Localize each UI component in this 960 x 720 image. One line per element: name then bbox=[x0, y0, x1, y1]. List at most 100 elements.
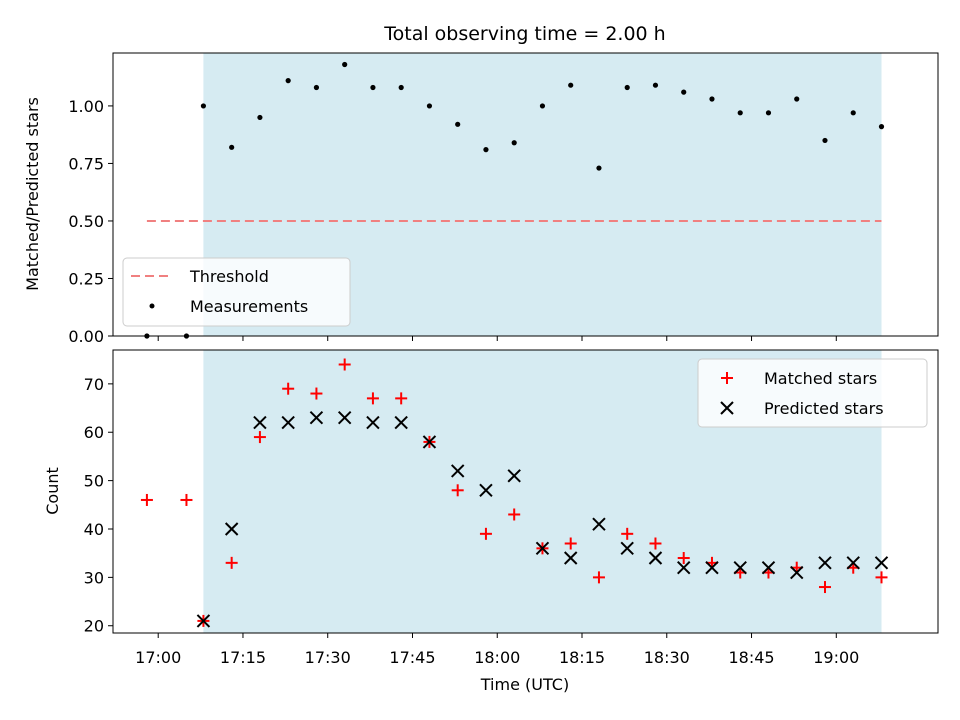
x-tick-label: 18:15 bbox=[559, 648, 605, 667]
bottom-legend: Matched stars Predicted stars bbox=[697, 358, 928, 428]
predicted-star-marker bbox=[761, 560, 776, 575]
bottom-y-tick-label: 20 bbox=[84, 617, 104, 636]
matched-star-marker bbox=[180, 493, 193, 506]
predicted-star-marker bbox=[450, 464, 465, 478]
measurement-point bbox=[342, 61, 348, 68]
predicted-star-marker bbox=[705, 560, 719, 575]
predicted-star-marker bbox=[535, 541, 550, 556]
matched-star-marker bbox=[225, 556, 238, 569]
count-panel: 20 30 40 50 60 70 17:00 17:15 17:30 17:45 18:00 18… bbox=[43, 349, 939, 694]
top-axes-frame bbox=[112, 52, 939, 337]
predicted-star-marker bbox=[563, 551, 578, 565]
bottom-y-axis-label: Count bbox=[43, 467, 62, 515]
measurement-point bbox=[257, 114, 263, 121]
predicted-star-marker bbox=[620, 541, 634, 556]
bottom-y-tick-label: 40 bbox=[84, 520, 104, 539]
top-y-tick-label: 0.75 bbox=[68, 154, 104, 173]
predicted-star-marker bbox=[196, 614, 211, 628]
predicted-star-marker bbox=[592, 517, 606, 531]
measurement-point bbox=[850, 110, 856, 116]
matched-star-marker bbox=[564, 537, 577, 550]
x-tick-label: 17:30 bbox=[305, 648, 351, 667]
predicted-star-marker bbox=[846, 556, 860, 570]
matched-star-marker bbox=[395, 392, 408, 405]
measurement-point bbox=[652, 82, 659, 88]
predicted-star-marker bbox=[479, 483, 493, 497]
measurements-legend-label: Measurements bbox=[190, 297, 308, 316]
threshold-legend-label: Threshold bbox=[189, 267, 269, 286]
x-tick-label: 19:00 bbox=[813, 648, 859, 667]
bottom-legend-box bbox=[697, 358, 928, 428]
measurement-point bbox=[398, 84, 404, 91]
x-tick-label: 17:15 bbox=[220, 648, 266, 667]
matched-legend-swatch bbox=[721, 372, 733, 384]
bottom-y-tick-label: 50 bbox=[84, 472, 104, 491]
x-axis-label: Time (UTC) bbox=[480, 675, 569, 694]
matched-star-marker bbox=[253, 431, 266, 444]
predicted-star-marker bbox=[733, 560, 747, 575]
matched-star-marker bbox=[140, 493, 153, 506]
top-y-ticks: 0.00 0.25 0.50 0.75 1.00 bbox=[68, 97, 113, 346]
predicted-legend-label: Predicted stars bbox=[764, 399, 884, 418]
ratio-panel: 0.00 0.25 0.50 0.75 1.00 Matched/Predicted s… bbox=[23, 52, 939, 346]
bottom-y-tick-label: 30 bbox=[84, 568, 104, 587]
predicted-star-marker bbox=[874, 556, 889, 570]
measurement-point bbox=[426, 103, 433, 109]
x-tick-label: 18:30 bbox=[644, 648, 690, 667]
top-y-tick-label: 1.00 bbox=[68, 97, 104, 116]
x-tick-label: 17:00 bbox=[135, 648, 181, 667]
measurement-point bbox=[878, 124, 885, 130]
measurement-point bbox=[455, 121, 461, 127]
predicted-star-marker bbox=[337, 411, 352, 425]
matched-legend-label: Matched stars bbox=[764, 369, 877, 388]
predicted-star-marker bbox=[253, 415, 267, 430]
bottom-y-tick-label: 60 bbox=[84, 423, 104, 442]
measurement-point bbox=[200, 103, 207, 109]
measurement-point bbox=[794, 96, 800, 102]
matched-star-marker bbox=[479, 527, 492, 540]
bottom-y-tick-label: 70 bbox=[84, 375, 104, 394]
matched-star-marker bbox=[366, 392, 379, 405]
measurement-point bbox=[568, 82, 574, 88]
top-y-tick-label: 0.50 bbox=[68, 212, 104, 231]
measurements-legend-swatch bbox=[149, 303, 155, 309]
figure-title: Total observing time = 2.00 h bbox=[383, 23, 665, 45]
predicted-star-marker bbox=[281, 415, 295, 430]
predicted-star-marker bbox=[366, 415, 380, 430]
top-y-axis-label: Matched/Predicted stars bbox=[23, 97, 42, 291]
matched-star-marker bbox=[508, 508, 521, 521]
measurement-point bbox=[596, 165, 602, 171]
measurement-point bbox=[229, 144, 235, 150]
matched-star-marker bbox=[338, 358, 351, 371]
measurement-point bbox=[370, 84, 376, 91]
predicted-star-marker bbox=[422, 435, 437, 449]
matched-star-marker bbox=[451, 484, 464, 497]
top-y-tick-label: 0.00 bbox=[68, 327, 104, 346]
bottom-axes-frame bbox=[112, 349, 939, 634]
top-legend: Threshold Measurements bbox=[122, 257, 351, 327]
measurement-point bbox=[737, 110, 743, 116]
measurement-point bbox=[313, 84, 320, 91]
predicted-star-marker bbox=[309, 411, 324, 425]
x-tick-label: 17:45 bbox=[389, 648, 435, 667]
bottom-x-ticks: 17:00 17:15 17:30 17:45 18:00 18:15 18:30 18:45… bbox=[135, 633, 859, 667]
predicted-legend-swatch bbox=[720, 401, 734, 415]
x-tick-label: 18:45 bbox=[728, 648, 774, 667]
matched-star-marker bbox=[649, 537, 662, 550]
measurement-point bbox=[765, 110, 772, 116]
top-y-tick-label: 0.25 bbox=[68, 269, 104, 288]
matched-star-marker bbox=[282, 382, 295, 395]
top-legend-box bbox=[122, 257, 351, 327]
matched-star-marker bbox=[310, 387, 323, 400]
matched-star-marker bbox=[592, 571, 605, 584]
predicted-star-marker bbox=[818, 556, 832, 570]
predicted-star-marker bbox=[224, 522, 239, 536]
matched-star-marker bbox=[875, 571, 888, 584]
bottom-y-ticks: 20 30 40 50 60 70 bbox=[84, 375, 113, 636]
top-x-ticks bbox=[157, 336, 837, 341]
measurement-point bbox=[511, 140, 517, 146]
predicted-star-marker bbox=[677, 560, 691, 575]
measurement-point bbox=[822, 137, 828, 144]
measurement-point bbox=[285, 78, 291, 84]
predicted-star-marker bbox=[507, 469, 521, 483]
